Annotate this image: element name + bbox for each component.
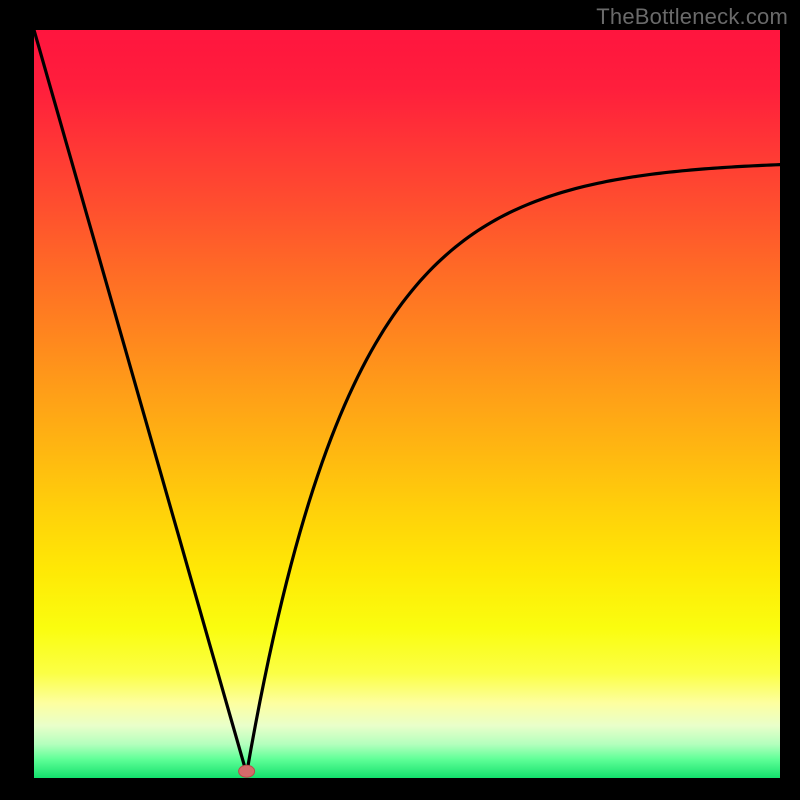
plot-area [34, 30, 780, 778]
minimum-marker [239, 765, 255, 777]
watermark-text: TheBottleneck.com [596, 4, 788, 30]
bottleneck-curve [34, 30, 780, 778]
chart-frame: TheBottleneck.com [0, 0, 800, 800]
